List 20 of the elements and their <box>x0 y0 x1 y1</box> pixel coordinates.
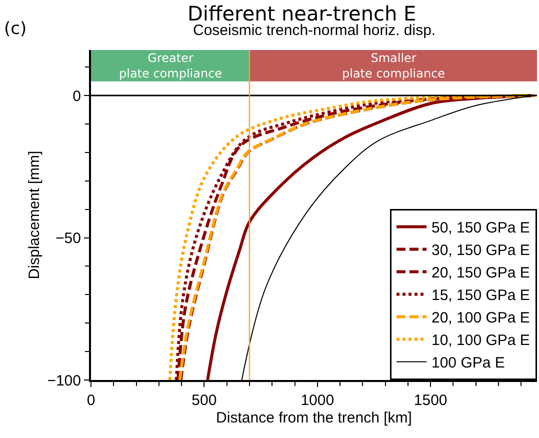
legend-label: 100 GPa E <box>432 354 505 372</box>
band-label: Smaller plate compliance <box>342 51 446 81</box>
legend-label: 50, 150 GPa E <box>432 220 530 237</box>
legend-label: 20, 100 GPa E <box>432 310 530 327</box>
x-tick-label: 500 <box>192 392 217 409</box>
y-tick-label: −100 <box>47 372 81 390</box>
chart-subtitle: Coseismic trench-normal horiz. disp. <box>193 22 436 39</box>
band-label: Greater plate compliance <box>119 51 222 81</box>
x-axis-title: Distance from the trench [km] <box>216 410 412 426</box>
x-tick-label: 1500 <box>414 392 448 409</box>
y-tick-label: −50 <box>56 230 81 248</box>
y-axis-title: Displacement [mm] <box>26 150 43 280</box>
text: (c) <box>4 19 27 39</box>
legend-label: 20, 150 GPa E <box>432 264 530 282</box>
legend-label: 15, 150 GPa E <box>432 287 530 304</box>
y-tick-label: 0 <box>72 88 81 105</box>
x-tick-label: 1000 <box>300 392 334 409</box>
legend-label: 10, 100 GPa E <box>432 332 530 350</box>
legend-label: 30, 150 GPa E <box>432 242 530 260</box>
x-tick-label: 0 <box>86 392 96 409</box>
